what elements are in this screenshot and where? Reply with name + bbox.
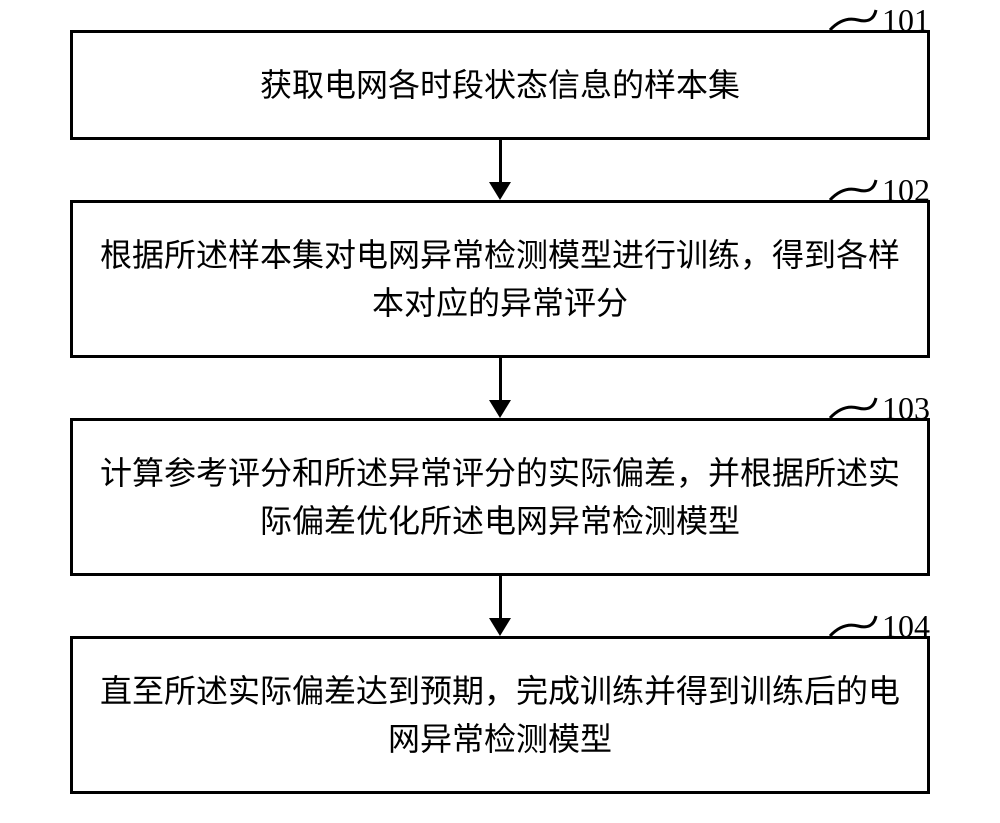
step-wrapper-1: 101 获取电网各时段状态信息的样本集 (50, 30, 950, 140)
arrow-line (499, 576, 502, 618)
step-text-2: 根据所述样本集对电网异常检测模型进行训练，得到各样本对应的异常评分 (93, 231, 907, 327)
step-wrapper-3: 103 计算参考评分和所述异常评分的实际偏差，并根据所述实际偏差优化所述电网异常… (50, 418, 950, 576)
step-text-1: 获取电网各时段状态信息的样本集 (260, 61, 740, 109)
arrow-2 (489, 358, 511, 418)
arrow-head-icon (489, 400, 511, 418)
step-wrapper-4: 104 直至所述实际偏差达到预期，完成训练并得到训练后的电网异常检测模型 (50, 636, 950, 794)
arrow-head-icon (489, 618, 511, 636)
curve-mark-icon (828, 178, 878, 202)
step-id-3: 103 (882, 390, 930, 427)
step-box-1: 获取电网各时段状态信息的样本集 (70, 30, 930, 140)
flowchart-container: 101 获取电网各时段状态信息的样本集 102 根据所述样本集对电网异常检测模型… (50, 30, 950, 794)
arrow-line (499, 358, 502, 400)
arrow-1 (489, 140, 511, 200)
curve-mark-icon (828, 396, 878, 420)
step-id-4: 104 (882, 608, 930, 645)
step-wrapper-2: 102 根据所述样本集对电网异常检测模型进行训练，得到各样本对应的异常评分 (50, 200, 950, 358)
step-label-2: 102 (828, 172, 930, 209)
step-id-2: 102 (882, 172, 930, 209)
arrow-3 (489, 576, 511, 636)
step-label-3: 103 (828, 390, 930, 427)
arrow-line (499, 140, 502, 182)
step-label-1: 101 (828, 2, 930, 39)
step-id-1: 101 (882, 2, 930, 39)
step-text-3: 计算参考评分和所述异常评分的实际偏差，并根据所述实际偏差优化所述电网异常检测模型 (93, 449, 907, 545)
curve-mark-icon (828, 614, 878, 638)
step-text-4: 直至所述实际偏差达到预期，完成训练并得到训练后的电网异常检测模型 (93, 667, 907, 763)
step-box-3: 计算参考评分和所述异常评分的实际偏差，并根据所述实际偏差优化所述电网异常检测模型 (70, 418, 930, 576)
step-box-2: 根据所述样本集对电网异常检测模型进行训练，得到各样本对应的异常评分 (70, 200, 930, 358)
step-label-4: 104 (828, 608, 930, 645)
curve-mark-icon (828, 8, 878, 32)
arrow-head-icon (489, 182, 511, 200)
step-box-4: 直至所述实际偏差达到预期，完成训练并得到训练后的电网异常检测模型 (70, 636, 930, 794)
